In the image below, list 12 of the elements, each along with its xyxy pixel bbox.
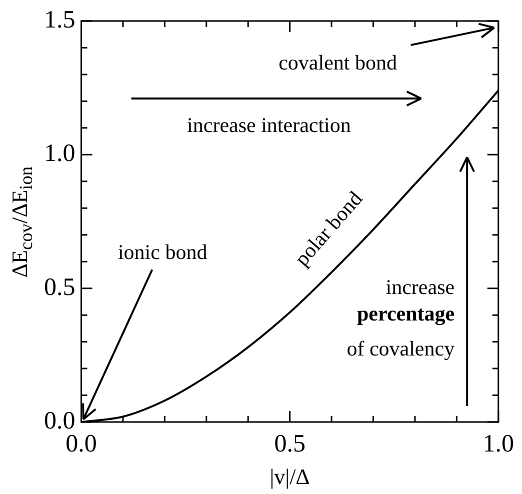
annotation: covalent bond bbox=[278, 50, 398, 74]
annotation: increase bbox=[386, 274, 455, 299]
annotation: percentage bbox=[357, 301, 455, 326]
y-tick-label: 1.0 bbox=[44, 140, 76, 168]
annotation: of covalency bbox=[346, 336, 456, 360]
x-tick-label: 0.5 bbox=[274, 430, 306, 458]
x-axis-title: |v|/Δ bbox=[268, 464, 311, 490]
annotation: increase interaction bbox=[187, 113, 352, 138]
y-tick-label: 1.5 bbox=[44, 6, 76, 34]
y-tick-label: 0.5 bbox=[44, 274, 76, 301]
x-tick-label: 1.0 bbox=[482, 430, 514, 458]
annotation: ionic bond bbox=[118, 240, 208, 264]
